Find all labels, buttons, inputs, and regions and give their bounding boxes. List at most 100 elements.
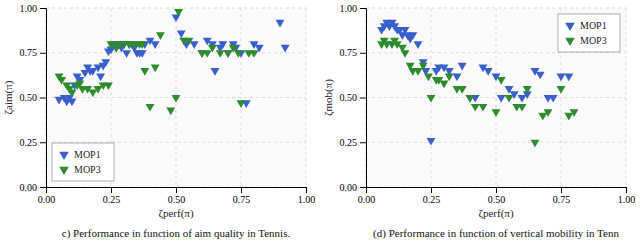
grid-line-y [46, 8, 306, 9]
point [445, 73, 454, 81]
legend: MOP1MOP3 [558, 14, 620, 52]
legend: MOP1MOP3 [52, 143, 114, 181]
point [427, 138, 436, 146]
axis-line [47, 188, 307, 194]
y-axis: 0.000.250.500.751.00 [340, 3, 367, 193]
point [523, 86, 532, 94]
tick: 0.50 [168, 187, 186, 205]
point [190, 41, 199, 49]
plot-background [46, 8, 306, 187]
point [424, 73, 433, 81]
point [518, 104, 527, 112]
legend-symbol [565, 38, 575, 46]
tick: 1.00 [298, 187, 316, 205]
tick-label: 0.50 [488, 194, 506, 205]
point [453, 73, 462, 81]
x-axis-title: ζperf(π) [158, 207, 193, 220]
point [440, 81, 449, 89]
tick-mark [360, 187, 366, 188]
point [140, 68, 149, 76]
tick-label: 1.00 [340, 3, 358, 14]
point [88, 68, 97, 76]
point [401, 50, 410, 58]
point [151, 41, 160, 49]
point [484, 68, 493, 76]
series [377, 20, 573, 146]
point [146, 104, 155, 112]
point [218, 41, 227, 49]
tick-label: 0.75 [233, 194, 251, 205]
tick-label: 0.75 [20, 47, 38, 58]
axis-line [367, 188, 627, 194]
x-axis: 0.000.250.500.751.00 [358, 187, 636, 205]
point [177, 31, 186, 39]
marks [377, 20, 578, 148]
legend-box [52, 143, 114, 181]
point [237, 100, 246, 108]
point [138, 50, 147, 58]
tick-mark [40, 187, 46, 188]
point [94, 86, 103, 94]
point [211, 68, 220, 76]
grid [366, 8, 626, 187]
point [224, 50, 233, 58]
tick-mark [496, 187, 497, 193]
point [497, 95, 506, 103]
tick-label: 0.25 [103, 194, 121, 205]
legend-label: MOP3 [74, 164, 101, 175]
tick-mark [360, 53, 366, 54]
panel: 0.000.250.500.751.000.000.250.500.751.00… [322, 3, 635, 240]
chart-title: (d) Performance in function of vertical … [373, 227, 619, 240]
grid-line-y [366, 97, 626, 98]
point [250, 50, 259, 58]
point [234, 50, 243, 58]
tick-mark [241, 187, 242, 193]
tick-label: 0.50 [168, 194, 186, 205]
point [570, 109, 579, 117]
point [414, 68, 423, 76]
y-axis: 0.00 0.25 0.50 0.75 1.00 [20, 3, 47, 193]
legend-symbol [59, 152, 69, 160]
tick: 0.00 [20, 182, 47, 193]
tick-mark [40, 8, 46, 9]
tick-mark [360, 142, 366, 143]
tick-label: 0.00 [358, 194, 376, 205]
tick: 1.00 [340, 3, 367, 14]
series [55, 9, 259, 115]
point [564, 113, 573, 121]
tick-mark [431, 187, 432, 193]
tick-label: 1.00 [298, 194, 316, 205]
point [166, 107, 175, 115]
tick-label: 0.50 [340, 92, 358, 103]
point [458, 86, 467, 94]
grid-line-y [46, 52, 306, 53]
tick: 0.25 [20, 137, 47, 148]
point [531, 140, 540, 148]
tick-mark [111, 187, 112, 193]
legend-symbol [59, 167, 69, 175]
point [96, 73, 105, 81]
tick: 0.75 [20, 47, 47, 58]
point [471, 104, 480, 112]
tick: 0.00 [358, 187, 376, 205]
grid-line-x [496, 8, 497, 187]
tick-mark [306, 187, 307, 193]
tick-mark [40, 142, 46, 143]
tick: 0.00 [340, 182, 367, 193]
point [557, 73, 566, 81]
tick: 0.50 [20, 92, 47, 103]
tick: 0.25 [103, 187, 121, 205]
tick: 1.00 [20, 3, 47, 14]
point [101, 59, 110, 67]
tick-label: 1.00 [20, 3, 38, 14]
point [479, 104, 488, 112]
tick-label: 0.75 [553, 194, 571, 205]
point [88, 90, 97, 98]
tick-label: 0.25 [340, 137, 358, 148]
grid [46, 8, 306, 187]
point [466, 95, 475, 103]
point [172, 95, 181, 103]
point [419, 63, 428, 71]
point [208, 45, 217, 53]
point [276, 20, 285, 28]
